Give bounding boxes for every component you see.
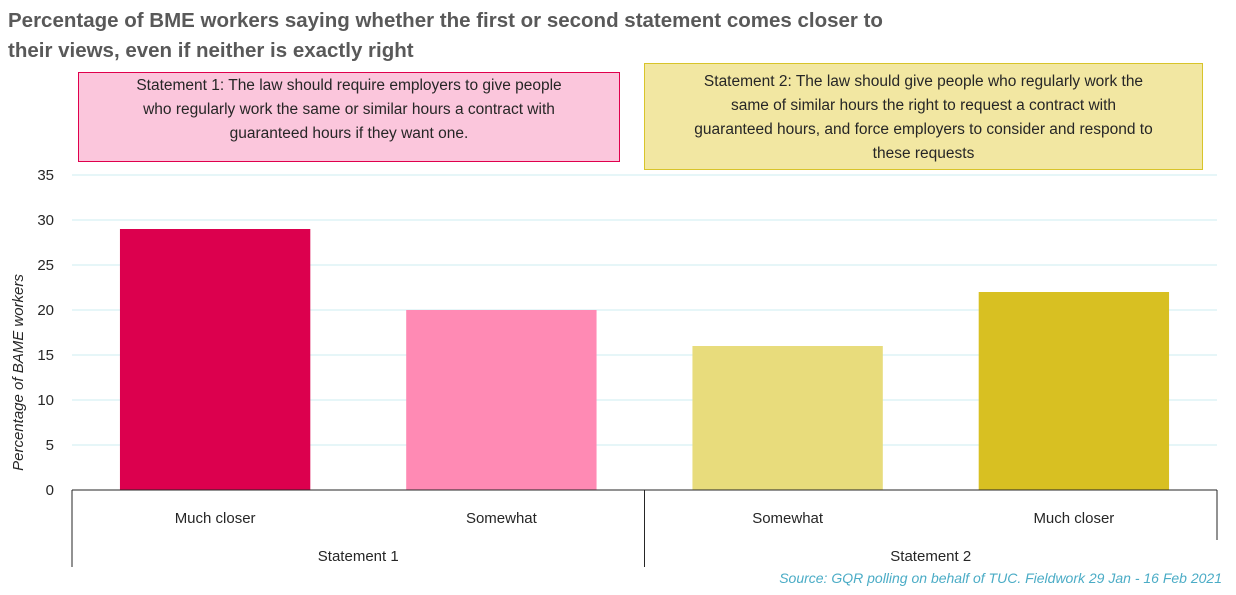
y-tick-label: 0 [46,482,54,499]
y-tick-label: 25 [37,257,54,274]
bar-3 [692,346,883,490]
statement-2-line-2: same of similar hours the right to reque… [730,97,1117,114]
bar-1 [119,229,311,490]
x-category-label: Somewhat [752,510,824,527]
y-tick-label: 30 [37,212,54,229]
statement-1-line-3: guaranteed hours if they want one. [229,125,469,142]
y-tick-label: 5 [46,437,54,454]
y-tick-label: 15 [37,347,54,364]
statement-2-box: Statement 2: The law should give people … [644,63,1203,170]
statement-2-line-4: these requests [872,145,975,162]
x-group-label: Statement 2 [890,548,971,565]
x-category-label: Somewhat [466,510,538,527]
bar-4 [978,292,1170,490]
chart-title: Percentage of BME workers saying whether… [8,6,1008,66]
statement-1-box: Statement 1: The law should require empl… [78,72,620,162]
x-category-label: Much closer [1033,510,1114,527]
y-axis-label: Percentage of BAME workers [10,274,27,471]
statement-1-line-2: who regularly work the same or similar h… [143,101,555,118]
x-category-label: Much closer [175,510,256,527]
statement-2-line-1: Statement 2: The law should give people … [703,73,1144,90]
source-note: Source: GQR polling on behalf of TUC. Fi… [779,570,1222,586]
y-tick-label: 20 [37,302,54,319]
chart-title-line-1: Percentage of BME workers saying whether… [8,9,883,32]
statement-2-line-3: guaranteed hours, and force employers to… [694,121,1153,138]
statement-1-line-1: Statement 1: The law should require empl… [136,77,562,94]
x-group-label: Statement 1 [318,548,399,565]
y-tick-label: 35 [37,167,54,184]
bar-2 [406,310,597,490]
chart-title-line-2: their views, even if neither is exactly … [8,39,414,62]
y-tick-label: 10 [37,392,54,409]
